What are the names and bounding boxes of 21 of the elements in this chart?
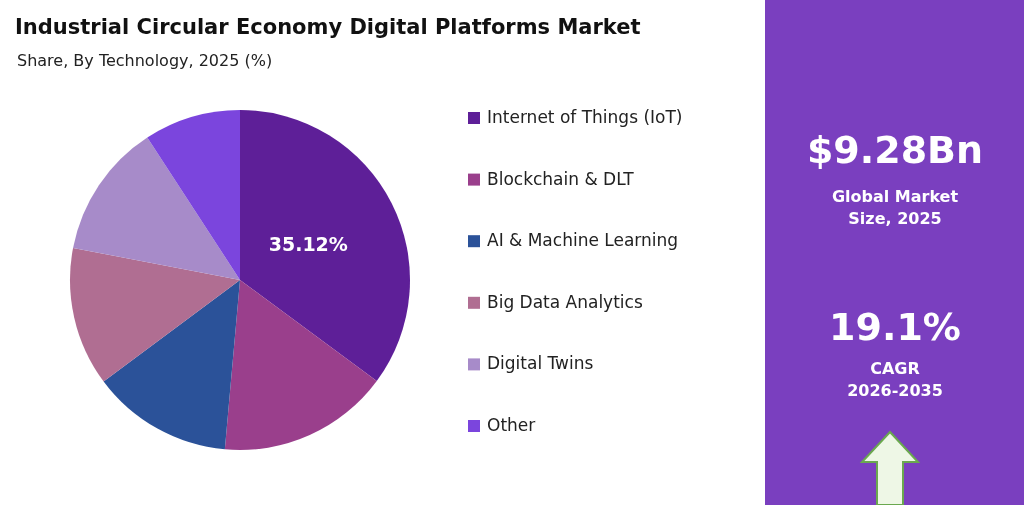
text: 19.1% [829,305,961,349]
pie-slice [147,110,240,280]
legend-label: Other [487,415,536,435]
data-label: 35.12% [268,233,348,256]
legend-label: Big Data Analytics [487,291,643,312]
chart-subtitle: Share, By Technology, 2025 (%) [17,51,273,70]
text: CAGR [870,359,920,378]
pie-slice [103,280,240,450]
text: Global Market [831,187,959,206]
pie-slice [70,247,240,382]
legend-label: Digital Twins [487,353,594,374]
legend-label: Blockchain & DLT [487,168,635,189]
pie-slice [73,137,240,280]
pie-slice [240,110,410,381]
pie-slice [224,280,377,450]
legend-label: Internet of Things (IoT) [487,107,683,127]
text: 2026-2035 [847,381,943,400]
text: Size, 2025 [848,209,942,228]
legend-label: AI & Machine Learning [487,230,679,251]
chart-title: Industrial Circular Economy Digital Platforms Market [15,15,641,39]
text: $9.28Bn [806,128,984,172]
